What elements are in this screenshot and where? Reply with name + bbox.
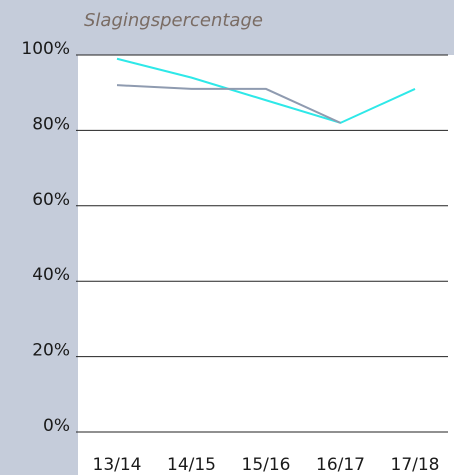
x-tick-label: 15/16: [242, 455, 291, 475]
y-tick-label: 100%: [21, 39, 70, 59]
series-line: [116, 84, 341, 124]
y-tick-label: 20%: [32, 341, 70, 361]
series-line: [116, 57, 416, 124]
chart-title: Slagingspercentage: [84, 10, 263, 31]
x-tick-label: 16/17: [316, 455, 365, 475]
x-tick-label: 17/18: [391, 455, 440, 475]
y-tick-label: 60%: [32, 190, 70, 210]
plot-area: [78, 55, 454, 475]
y-tick-label: 80%: [32, 114, 70, 134]
x-tick-label: 14/15: [167, 455, 216, 475]
y-tick-label: 0%: [43, 416, 70, 436]
x-tick-label: 13/14: [93, 455, 142, 475]
y-tick-label: 40%: [32, 265, 70, 285]
